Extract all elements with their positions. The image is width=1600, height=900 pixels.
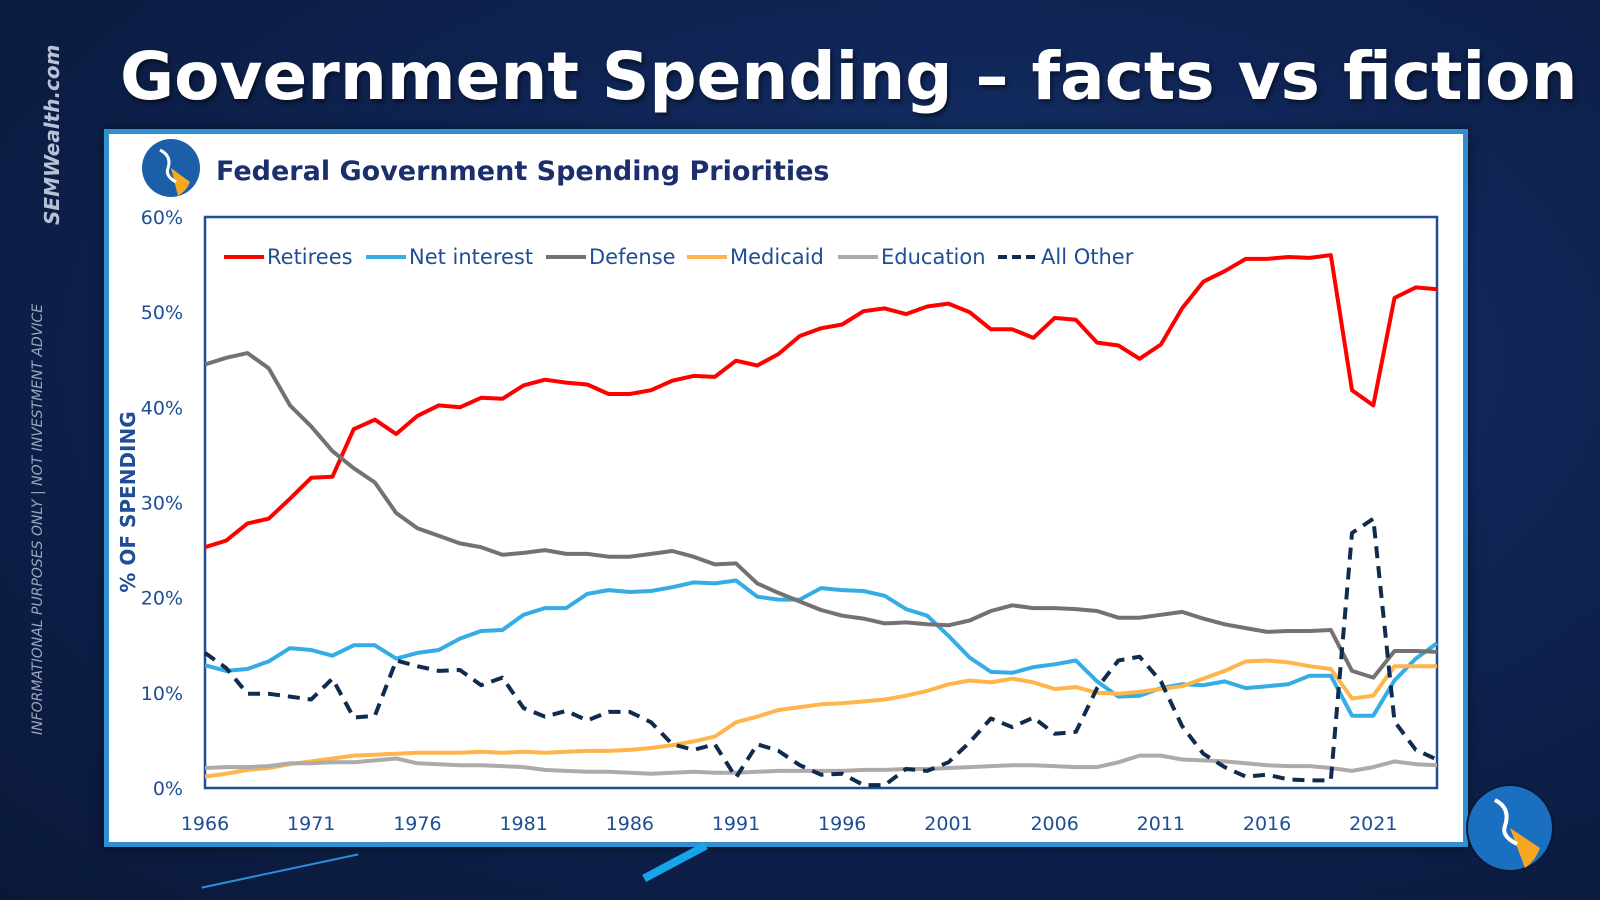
legend-label: Medicaid (730, 245, 824, 269)
legend-item: Medicaid (687, 245, 824, 269)
series-line-all-other (203, 516, 1438, 788)
series-line-net-interest (204, 578, 1439, 718)
legend-item: All Other (998, 245, 1134, 269)
x-tick-label: 2016 (1243, 813, 1291, 835)
series-line-defense (204, 351, 1438, 680)
legend-label: Defense (589, 245, 676, 269)
chart-logo-icon (142, 139, 200, 197)
legend-item: Defense (546, 245, 676, 269)
x-tick-label: 1976 (393, 813, 441, 835)
y-tick-label: 40% (141, 397, 183, 419)
x-tick-label: 2001 (924, 813, 972, 835)
series-line-education (204, 753, 1438, 776)
y-tick-label: 0% (153, 778, 183, 800)
plot-area (203, 215, 1439, 790)
series-line-retirees (204, 253, 1438, 550)
x-tick-label: 1981 (499, 813, 547, 835)
chart-panel (104, 129, 1468, 847)
y-axis-label: % OF SPENDING (116, 411, 140, 592)
x-tick-label: 1996 (818, 813, 866, 835)
x-tick-label: 1991 (712, 813, 760, 835)
y-tick-label: 30% (141, 493, 183, 515)
legend-label: All Other (1041, 245, 1134, 269)
legend-label: Education (881, 245, 986, 269)
x-tick-label: 2021 (1349, 813, 1397, 835)
y-tick-label: 60% (141, 207, 183, 229)
legend-item: Net interest (366, 245, 533, 269)
x-tick-label: 2011 (1137, 813, 1185, 835)
legend-item: Retirees (224, 245, 353, 269)
y-tick-label: 20% (141, 588, 183, 610)
page-title: Government Spending – facts vs fiction (120, 38, 1578, 115)
legend-label: Net interest (409, 245, 533, 269)
chart-title: Federal Government Spending Priorities (216, 156, 830, 187)
y-tick-label: 50% (141, 302, 183, 324)
y-tick-label: 10% (141, 683, 183, 705)
legend-label: Retirees (267, 245, 353, 269)
x-tick-label: 1966 (181, 813, 229, 835)
x-tick-label: 2006 (1030, 813, 1078, 835)
x-tick-label: 1986 (606, 813, 654, 835)
corner-logo-icon (1466, 784, 1554, 872)
x-tick-label: 1971 (287, 813, 335, 835)
legend-item: Education (838, 245, 986, 269)
series-line-medicaid (204, 658, 1437, 779)
